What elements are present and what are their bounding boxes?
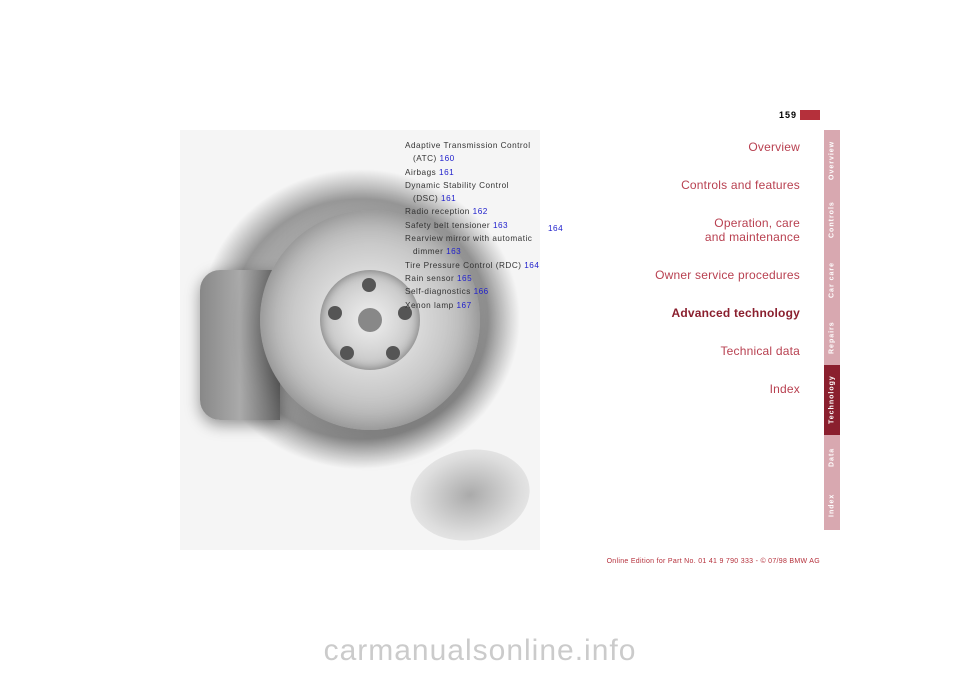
- side-tab[interactable]: Data: [824, 435, 840, 480]
- toc-entry[interactable]: Safety belt tensioner 163: [405, 220, 605, 232]
- page-number-box: 159: [779, 110, 820, 120]
- toc-page-link[interactable]: 167: [456, 301, 471, 310]
- toc-text: Xenon lamp: [405, 301, 454, 310]
- toc-page-link[interactable]: 160: [440, 154, 455, 163]
- side-tab[interactable]: Index: [824, 480, 840, 530]
- toc-page-link[interactable]: 166: [474, 287, 489, 296]
- section-nav: Overview Controls and features Operation, …: [655, 140, 800, 420]
- toc-text: Rearview mirror with automatic: [405, 234, 532, 243]
- page-container: 159 Adaptive Transmission Control (ATC) 1…: [180, 110, 840, 570]
- toc-text: Self-diagnostics: [405, 287, 471, 296]
- hub-bolt: [362, 278, 376, 292]
- toc-page-link[interactable]: 162: [473, 207, 488, 216]
- section-link-line: and maintenance: [655, 230, 800, 244]
- toc-overflow-page[interactable]: 164: [548, 224, 563, 233]
- section-link[interactable]: Operation, careand maintenance: [655, 216, 800, 244]
- toc-page-link[interactable]: 163: [446, 247, 461, 256]
- toc-text: (ATC): [413, 154, 437, 163]
- side-tabs: OverviewControlsCar careRepairsTechnolog…: [824, 130, 840, 530]
- toc-page-link[interactable]: 163: [493, 221, 508, 230]
- side-tab[interactable]: Overview: [824, 130, 840, 190]
- toc: Adaptive Transmission Control (ATC) 160 Ai…: [405, 140, 605, 313]
- section-link-line: Overview: [655, 140, 800, 154]
- section-link-line: Index: [655, 382, 800, 396]
- section-link[interactable]: Advanced technology: [655, 306, 800, 320]
- toc-page-link[interactable]: 164: [524, 261, 539, 270]
- toc-entry[interactable]: dimmer 163: [405, 246, 605, 258]
- toc-entry: Rearview mirror with automatic: [405, 233, 605, 245]
- toc-entry[interactable]: Rain sensor 165: [405, 273, 605, 285]
- watermark: carmanualsonline.info: [0, 634, 960, 668]
- section-link-line: Advanced technology: [655, 306, 800, 320]
- section-link-line: Owner service procedures: [655, 268, 800, 282]
- toc-entry: Adaptive Transmission Control: [405, 140, 605, 152]
- toc-entry[interactable]: Tire Pressure Control (RDC) 164: [405, 260, 605, 272]
- footer-text: Online Edition for Part No. 01 41 9 790 …: [607, 558, 820, 565]
- toc-entry[interactable]: (DSC) 161: [405, 193, 605, 205]
- side-tab[interactable]: Controls: [824, 190, 840, 250]
- section-link[interactable]: Owner service procedures: [655, 268, 800, 282]
- toc-entry: Dynamic Stability Control: [405, 180, 605, 192]
- toc-text: Safety belt tensioner: [405, 221, 490, 230]
- toc-entry[interactable]: (ATC) 160: [405, 153, 605, 165]
- knuckle-base: [403, 440, 537, 549]
- toc-text: Tire Pressure Control (RDC): [405, 261, 521, 270]
- section-link-line: Operation, care: [655, 216, 800, 230]
- section-link[interactable]: Technical data: [655, 344, 800, 358]
- hub-bolt: [340, 346, 354, 360]
- toc-text: Adaptive Transmission Control: [405, 141, 531, 150]
- section-link[interactable]: Index: [655, 382, 800, 396]
- hub-center: [358, 308, 382, 332]
- section-link[interactable]: Overview: [655, 140, 800, 154]
- toc-page-link[interactable]: 161: [441, 194, 456, 203]
- page-number-bar: [800, 110, 820, 120]
- side-tab[interactable]: Technology: [824, 365, 840, 435]
- section-link-line: Technical data: [655, 344, 800, 358]
- toc-text: (DSC): [413, 194, 438, 203]
- hub-bolt: [386, 346, 400, 360]
- page-number: 159: [779, 110, 797, 120]
- toc-text: Airbags: [405, 168, 436, 177]
- side-tab[interactable]: Repairs: [824, 310, 840, 365]
- section-link[interactable]: Controls and features: [655, 178, 800, 192]
- toc-text: dimmer: [413, 247, 443, 256]
- toc-text: Dynamic Stability Control: [405, 181, 509, 190]
- hub-bolt: [328, 306, 342, 320]
- toc-entry[interactable]: Xenon lamp 167: [405, 300, 605, 312]
- toc-entry[interactable]: Airbags 161: [405, 167, 605, 179]
- toc-page-link[interactable]: 161: [439, 168, 454, 177]
- toc-entry[interactable]: Radio reception 162: [405, 206, 605, 218]
- toc-text: Rain sensor: [405, 274, 454, 283]
- toc-page-link[interactable]: 165: [457, 274, 472, 283]
- side-tab[interactable]: Car care: [824, 250, 840, 310]
- section-link-line: Controls and features: [655, 178, 800, 192]
- toc-text: Radio reception: [405, 207, 470, 216]
- toc-entry[interactable]: Self-diagnostics 166: [405, 286, 605, 298]
